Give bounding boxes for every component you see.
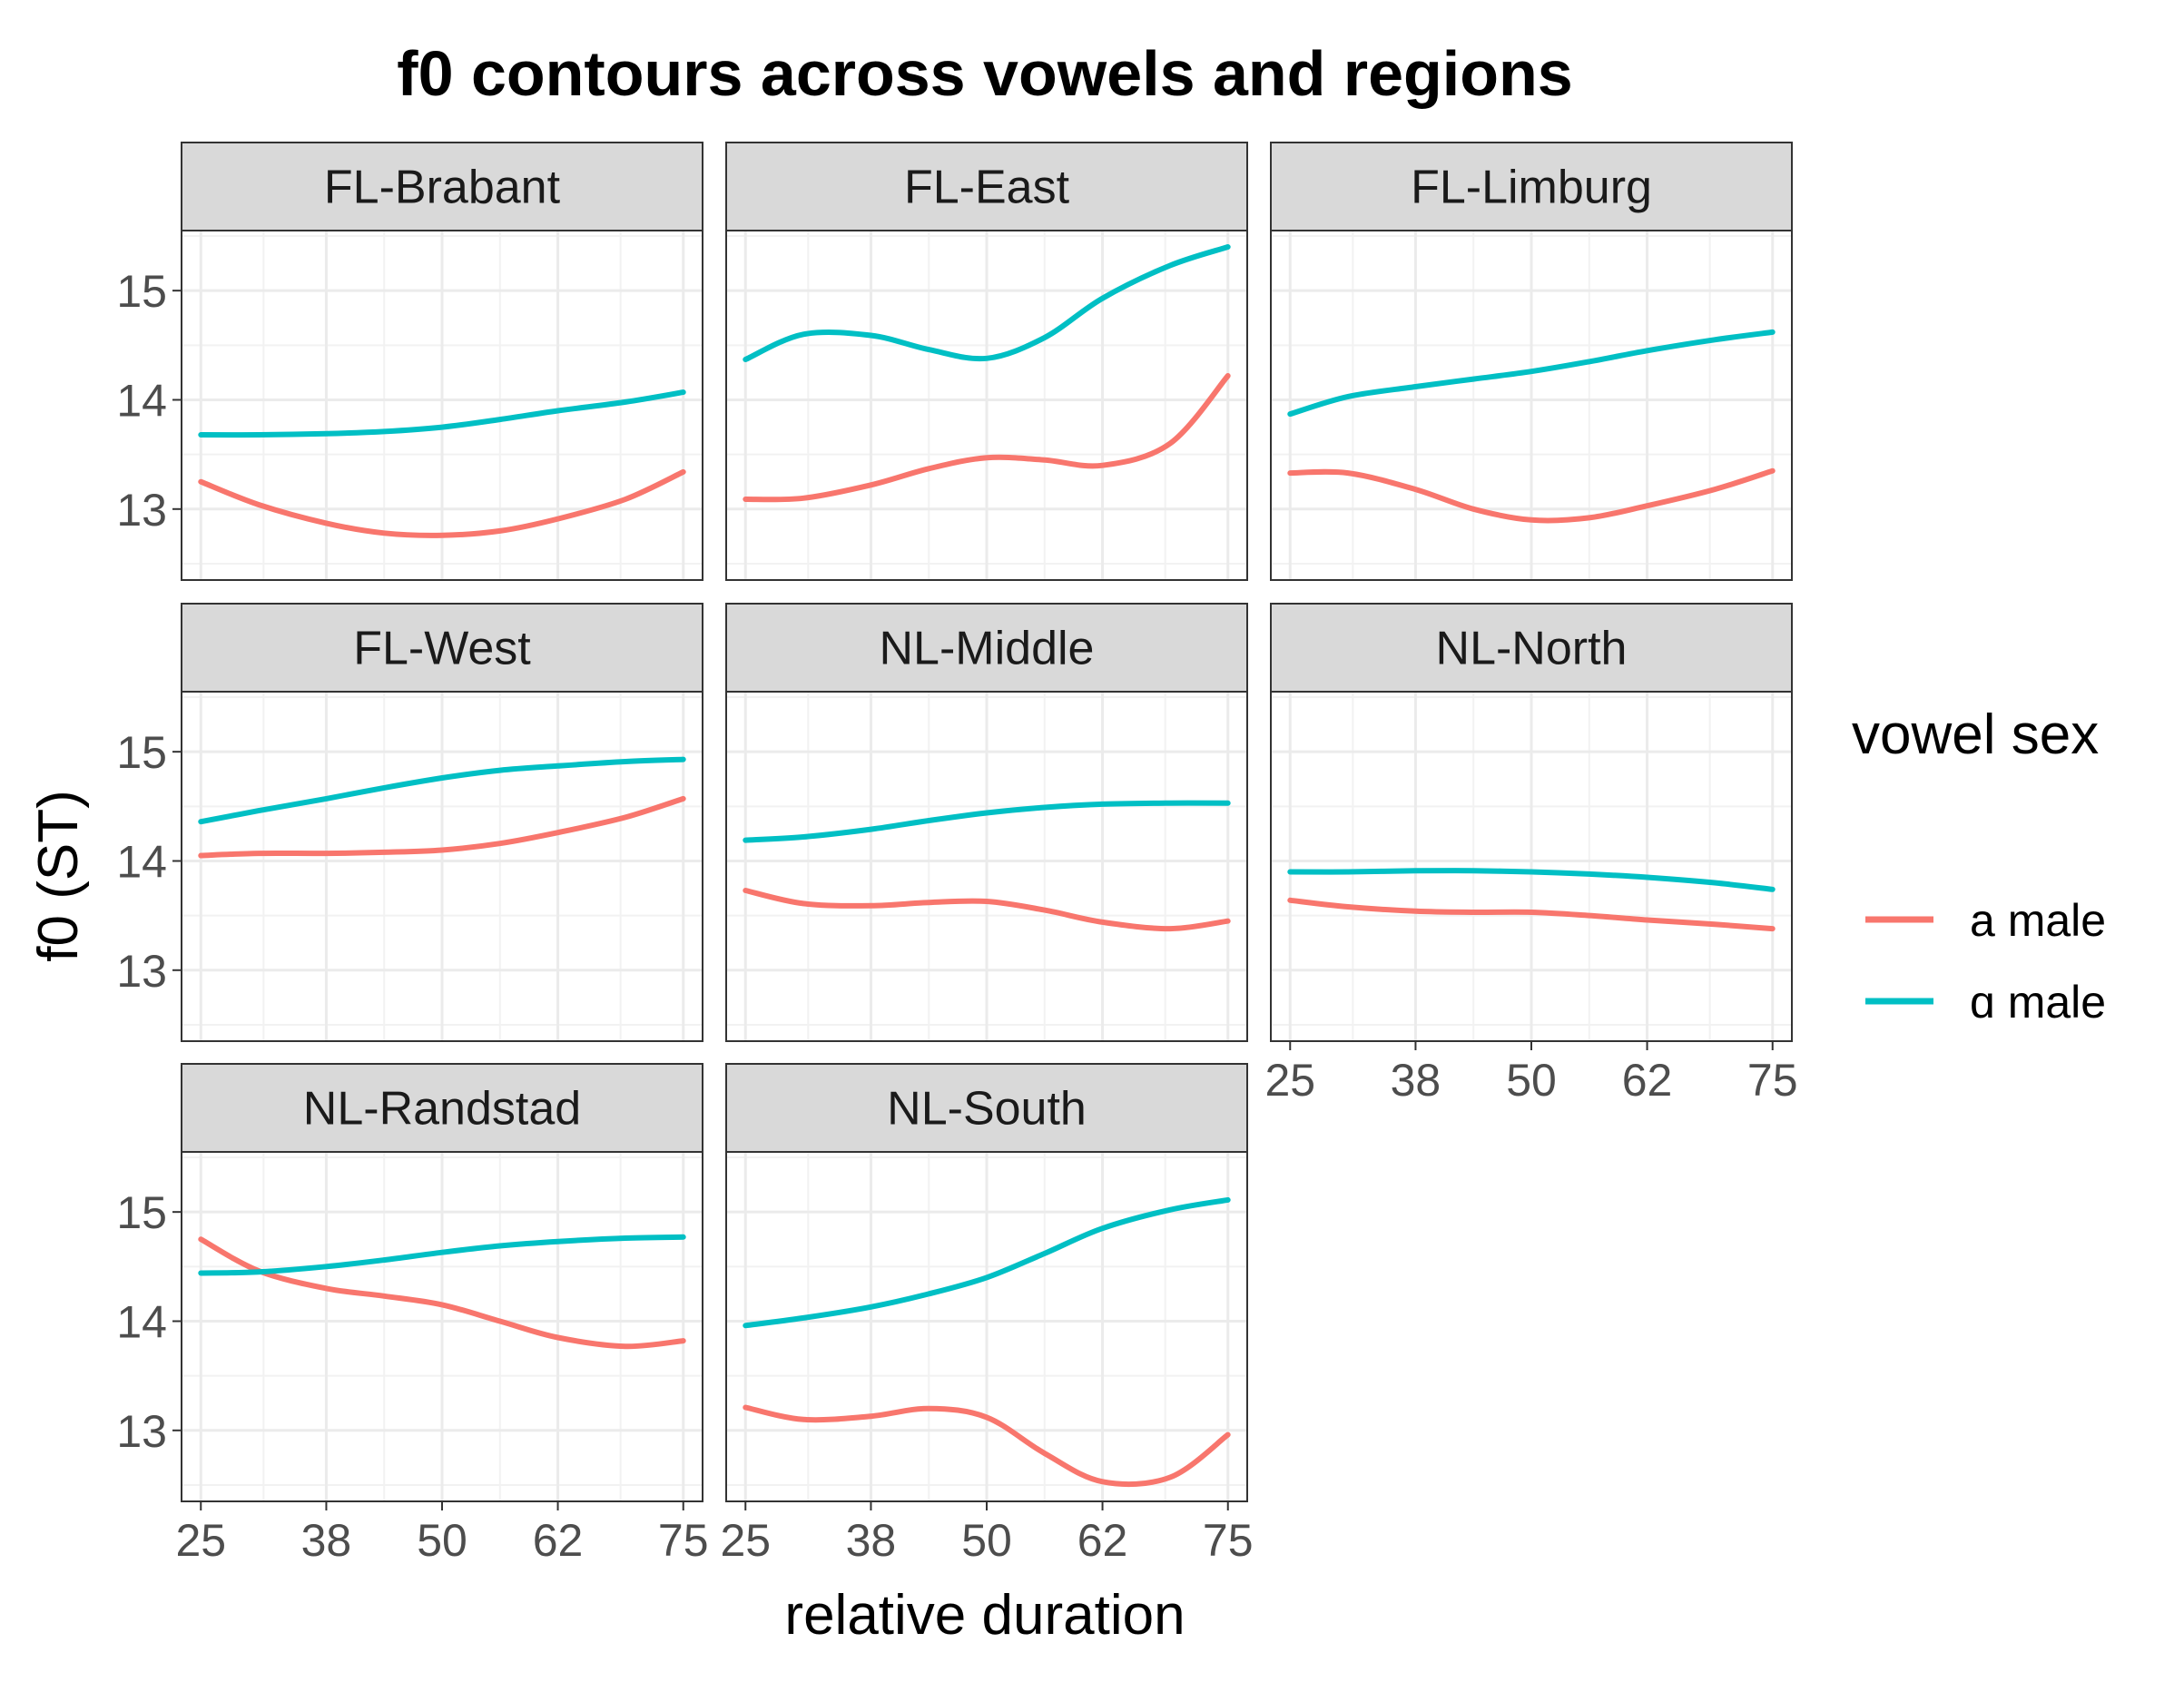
x-tick-label: 62 — [533, 1515, 584, 1566]
series-line-male — [198, 756, 686, 825]
series-line-male — [743, 800, 1231, 843]
panel-nl-south: NL-South 25 38 50 62 75 — [720, 1063, 1254, 1566]
x-tick-label: 50 — [961, 1515, 1012, 1566]
panel-fl-east: FL-East — [725, 142, 1248, 581]
series-line-a-male — [198, 468, 686, 538]
chart-title: f0 contours across vowels and regions — [397, 38, 1572, 109]
x-tick-label: 75 — [1203, 1515, 1254, 1566]
x-tick-label: 25 — [1264, 1055, 1315, 1106]
strip-background — [1270, 142, 1793, 231]
strip-background — [181, 1063, 703, 1153]
strip-background — [725, 603, 1248, 693]
series-line-a-male — [1287, 467, 1776, 524]
x-tick-label: 25 — [175, 1515, 226, 1566]
strip-label: NL-Randstad — [303, 1083, 581, 1136]
panel-fl-west: FL-West 13 14 15 — [116, 603, 703, 1042]
series-line-a-male — [1287, 897, 1776, 932]
x-tick-label: 75 — [658, 1515, 709, 1566]
x-tick-label: 25 — [720, 1515, 771, 1566]
strip-label: FL-Brabant — [324, 162, 561, 214]
series-line-a-male — [198, 1236, 686, 1350]
legend-title: vowel sex — [1852, 703, 2099, 766]
strip-label: NL-Middle — [880, 623, 1095, 675]
strip-background — [181, 603, 703, 693]
x-tick-label: 75 — [1747, 1055, 1798, 1106]
x-axis-title: relative duration — [784, 1584, 1185, 1647]
legend: vowel sex a male ɑ male — [1852, 703, 2106, 1028]
panel-nl-randstad: NL-Randstad 13 14 15 25 38 50 62 75 — [116, 1063, 709, 1566]
y-tick-label: 13 — [116, 485, 167, 536]
x-tick-label: 62 — [1077, 1515, 1128, 1566]
strip-label: FL-Limburg — [1411, 162, 1652, 214]
strip-background — [725, 1063, 1248, 1153]
x-tick-label: 38 — [301, 1515, 352, 1566]
series-line-a-male — [743, 373, 1231, 503]
legend-label-a-male: a male — [1970, 895, 2106, 946]
panel-fl-limburg: FL-Limburg — [1270, 142, 1793, 581]
strip-label: NL-North — [1436, 623, 1628, 675]
series-line-a-male — [743, 888, 1231, 932]
series-line-a-male — [743, 1404, 1231, 1488]
y-tick-label: 15 — [116, 1187, 167, 1238]
y-tick-label: 15 — [116, 727, 167, 778]
strip-background — [1270, 603, 1793, 693]
panel-fl-brabant: FL-Brabant 13 14 15 — [116, 142, 703, 581]
y-tick-label: 13 — [116, 1406, 167, 1457]
x-tick-label: 38 — [846, 1515, 897, 1566]
series-line-male — [198, 1234, 686, 1276]
x-tick-label: 62 — [1622, 1055, 1673, 1106]
strip-background — [725, 142, 1248, 231]
strip-label: FL-East — [904, 162, 1070, 214]
y-axis-title: f0 (ST) — [27, 790, 90, 961]
strip-background — [181, 142, 703, 231]
x-tick-label: 50 — [417, 1515, 467, 1566]
panel-nl-north: NL-North 25 38 50 62 75 — [1264, 603, 1798, 1106]
y-tick-label: 14 — [116, 375, 167, 426]
series-line-male — [1287, 868, 1776, 892]
strip-label: FL-West — [353, 623, 531, 675]
panel-nl-middle: NL-Middle — [725, 603, 1248, 1042]
series-line-male — [198, 389, 686, 438]
y-tick-label: 15 — [116, 266, 167, 317]
series-line-male — [1287, 329, 1776, 418]
series-line-male — [743, 1196, 1231, 1329]
y-tick-label: 14 — [116, 836, 167, 887]
strip-label: NL-South — [887, 1083, 1087, 1136]
legend-label-male: ɑ male — [1970, 977, 2106, 1028]
facet-panels: FL-Brabant 13 14 15 FL-East FL-Limburg FL-West… — [116, 142, 1798, 1566]
x-tick-label: 50 — [1506, 1055, 1557, 1106]
series-line-male — [743, 244, 1231, 362]
x-tick-label: 38 — [1391, 1055, 1441, 1106]
y-tick-label: 14 — [116, 1296, 167, 1347]
y-tick-label: 13 — [116, 946, 167, 997]
series-line-a-male — [198, 795, 686, 859]
